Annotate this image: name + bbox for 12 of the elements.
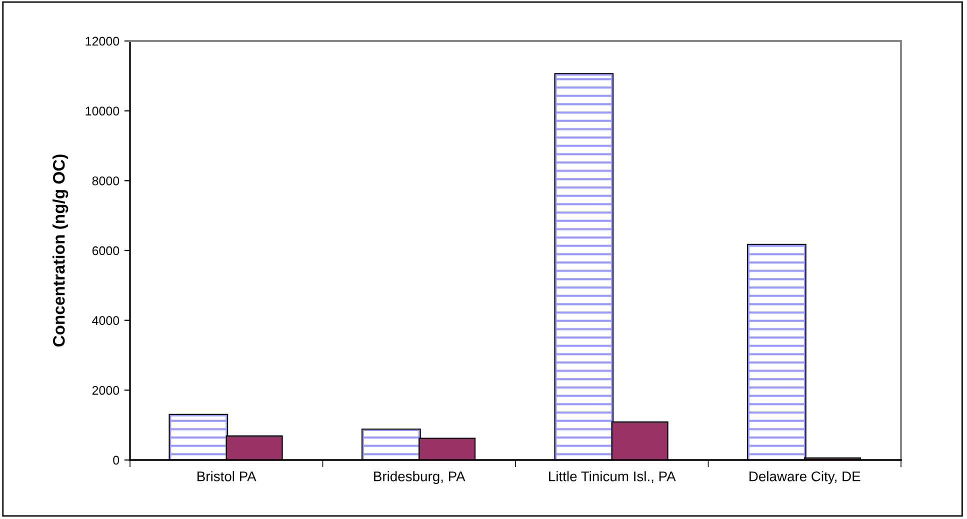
x-tick-label: Bridesburg, PA bbox=[374, 471, 466, 484]
y-axis-title: Concentration (ng/g OC) bbox=[52, 154, 68, 347]
x-tick-label: Little Tinicum Isl., PA bbox=[549, 471, 676, 483]
x-tick-label: Bristol PA bbox=[198, 471, 256, 482]
y-tick-label: 12000 bbox=[86, 36, 120, 46]
y-tick-label: 2000 bbox=[92, 386, 120, 395]
x-tick-label: Delaware City, DE bbox=[750, 471, 860, 484]
y-tick-label: 8000 bbox=[92, 176, 120, 186]
y-tick-label: 6000 bbox=[92, 246, 120, 256]
y-tick-label: 10000 bbox=[86, 106, 120, 116]
y-tick-label: 0 bbox=[113, 456, 120, 465]
y-tick-label: 4000 bbox=[92, 316, 120, 325]
